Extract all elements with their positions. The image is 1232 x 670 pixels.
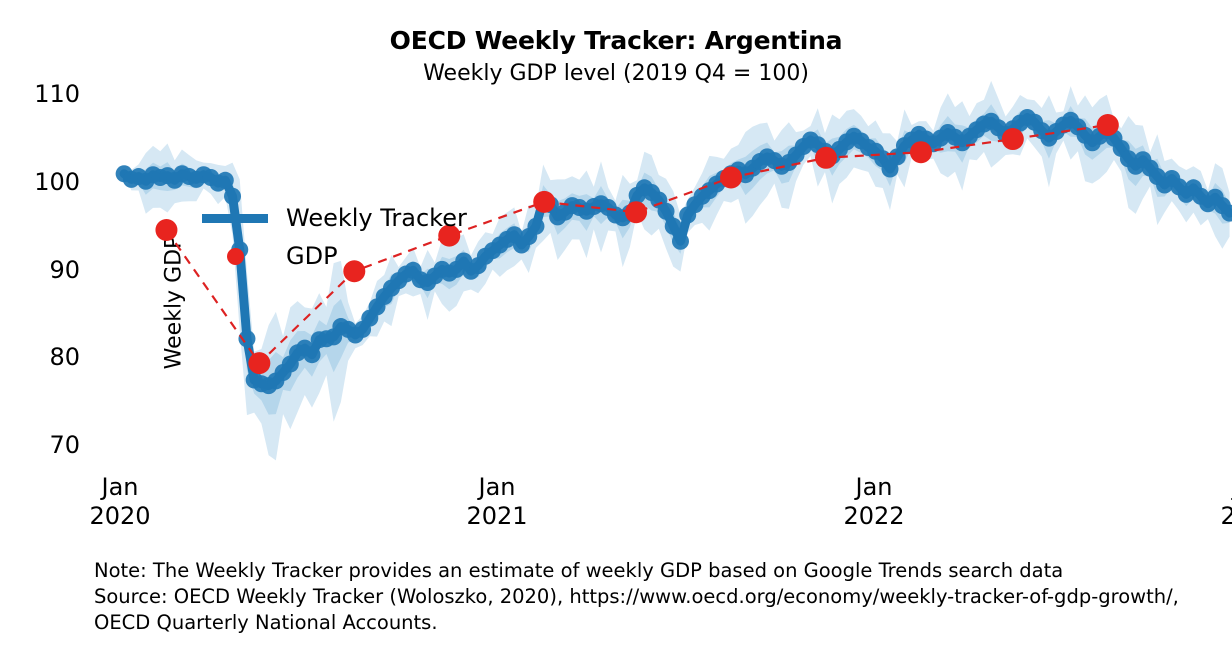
legend-item-weekly-tracker[interactable]: Weekly Tracker bbox=[198, 199, 467, 237]
x-tick-2022: Jan 2022 bbox=[804, 473, 944, 531]
gdp-point bbox=[343, 260, 366, 283]
x-tick-month: Jan bbox=[478, 473, 516, 501]
gdp-point bbox=[625, 201, 648, 224]
x-tick-month: Jan bbox=[101, 473, 139, 501]
gdp-point bbox=[533, 190, 556, 213]
gdp-point bbox=[815, 146, 837, 169]
gdp-point bbox=[155, 219, 178, 241]
y-tick-110: 110 bbox=[34, 80, 80, 108]
gdp-point bbox=[438, 224, 461, 247]
page-title: OECD Weekly Tracker: Argentina bbox=[389, 26, 843, 55]
footnote-source-cont: OECD Quarterly National Accounts. bbox=[94, 611, 438, 634]
weekly-tracker-point bbox=[224, 187, 242, 205]
gdp-point bbox=[720, 166, 743, 189]
weekly-tracker-point bbox=[303, 346, 321, 364]
x-tick-year: 2023 bbox=[1220, 502, 1232, 530]
footnote-note: Note: The Weekly Tracker provides an est… bbox=[94, 559, 1064, 582]
weekly-tracker-point bbox=[671, 232, 689, 250]
plot-area: Weekly GDP 110 100 90 80 70 Jan 2020 Jan… bbox=[34, 80, 1232, 530]
chart-subtitle: Weekly GDP level (2019 Q4 = 100) bbox=[423, 61, 809, 86]
gdp-point bbox=[909, 141, 932, 164]
y-tick-100: 100 bbox=[34, 168, 80, 196]
legend-label: GDP bbox=[286, 242, 338, 270]
legend-dot-swatch-icon bbox=[198, 247, 272, 265]
x-tick-2021: Jan 2021 bbox=[427, 473, 567, 531]
weekly-tracker-point bbox=[527, 217, 545, 235]
y-tick-70: 70 bbox=[49, 431, 80, 459]
gdp-point bbox=[1096, 114, 1119, 136]
chart-legend: Weekly Tracker GDP bbox=[198, 199, 467, 275]
x-tick-year: 2022 bbox=[843, 502, 905, 530]
x-tick-2023: Jan 2023 bbox=[1181, 473, 1232, 531]
legend-label: Weekly Tracker bbox=[286, 204, 467, 232]
legend-line-swatch-icon bbox=[198, 213, 272, 223]
x-tick-2020: Jan 2020 bbox=[50, 473, 190, 531]
x-tick-month: Jan bbox=[855, 473, 893, 501]
gdp-connector-line bbox=[165, 123, 1108, 365]
weekly-tracker-point bbox=[1221, 204, 1232, 222]
weekly-tracker-point bbox=[238, 330, 256, 348]
y-tick-90: 90 bbox=[49, 256, 80, 284]
gdp-point bbox=[248, 352, 271, 375]
title-block: OECD Weekly Tracker: Argentina Weekly GD… bbox=[0, 26, 1232, 88]
weekly-tracker-point bbox=[216, 171, 234, 189]
legend-item-gdp[interactable]: GDP bbox=[198, 237, 467, 275]
x-tick-year: 2021 bbox=[466, 502, 528, 530]
weekly-tracker-point bbox=[664, 217, 682, 235]
gdp-point bbox=[1001, 128, 1024, 151]
weekly-tracker-point bbox=[657, 202, 675, 220]
gdp-markers bbox=[155, 114, 1119, 375]
footnote-source: Source: OECD Weekly Tracker (Woloszko, 2… bbox=[94, 585, 1179, 608]
x-tick-month: Jan bbox=[1181, 473, 1232, 502]
footnote: Note: The Weekly Tracker provides an est… bbox=[94, 558, 1232, 636]
chart-plot-svg bbox=[115, 80, 1232, 461]
x-tick-year: 2020 bbox=[89, 502, 151, 530]
y-tick-80: 80 bbox=[49, 343, 80, 371]
